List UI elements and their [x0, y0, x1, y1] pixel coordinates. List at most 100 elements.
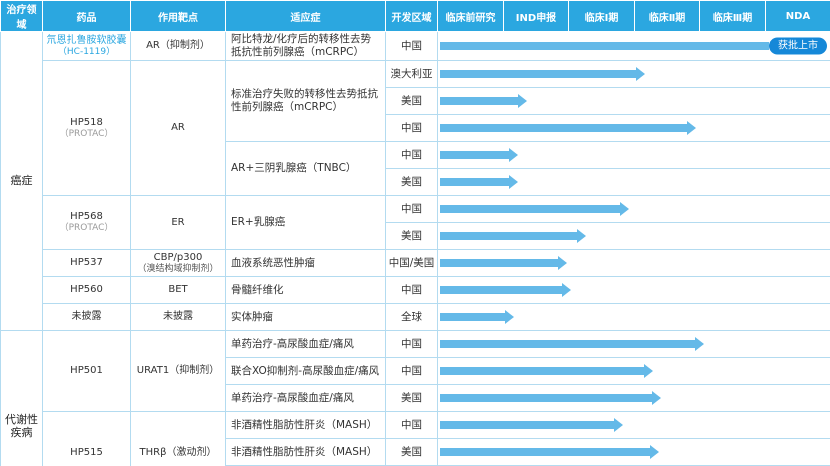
progress-arrow	[440, 364, 653, 379]
progress-arrow	[440, 337, 704, 352]
header-drug: 药品	[42, 0, 131, 32]
progress-arrow	[440, 229, 587, 244]
progress-arrow	[440, 310, 514, 325]
progress-arrow	[440, 67, 645, 82]
indication-cell: 骨髓纤维化	[225, 276, 386, 305]
stage-cell	[437, 357, 830, 386]
drug-cell: HP515	[42, 411, 131, 466]
indication-cell: 阿比特龙/化疗后的转移性去势抵抗性前列腺癌（mCRPC）	[225, 30, 386, 62]
indication-cell: 非酒精性脂肪性肝炎（MASH）	[225, 438, 386, 466]
region-cell: 美国	[385, 384, 438, 413]
progress-arrow	[440, 94, 528, 109]
region-cell: 中国	[385, 330, 438, 359]
region-cell: 澳大利亚	[385, 60, 438, 89]
drug-cell: HP560	[42, 276, 131, 305]
progress-arrow	[440, 121, 696, 136]
pipeline-row: 代谢性疾病 HP501 URAT1（抑制剂） 单药治疗-高尿酸血症/痛风 中国	[0, 330, 830, 466]
target-cell: ER	[130, 195, 226, 251]
drug-cell: HP568 （PROTAC）	[42, 195, 131, 251]
header-stage-preclinical: 临床前研究	[437, 0, 504, 32]
stage-cell	[437, 411, 830, 440]
header-stage-phase3: 临床Ⅲ期	[699, 0, 766, 32]
region-cell: 全球	[385, 303, 438, 332]
progress-arrow	[440, 418, 624, 433]
approved-badge: 获批上市	[769, 37, 827, 55]
drug-modality: （PROTAC）	[59, 223, 114, 234]
drug-cell: HP518 （PROTAC）	[42, 60, 131, 197]
drug-cell: HP537	[42, 249, 131, 278]
drug-cell: HP501	[42, 330, 131, 413]
region-cell: 中国/美国	[385, 249, 438, 278]
target-cell: AR	[130, 60, 226, 197]
indication-cell: 标准治疗失败的转移性去势抵抗性前列腺癌（mCRPC）	[225, 60, 386, 143]
pipeline-row: HP537 CBP/p300 （溴结构域抑制剂） 血液系统恶性肿瘤 中国/美国	[1, 249, 830, 278]
region-cell: 中国	[385, 141, 438, 170]
progress-arrow	[440, 256, 567, 271]
region-cell: 美国	[385, 168, 438, 197]
header-row: 治疗领域 药品 作用靶点 适应症 开发区域 临床前研究 IND申报 临床Ⅰ期 临…	[0, 0, 830, 32]
pipeline-row: HP568 （PROTAC） ER ER+乳腺癌 中国	[1, 195, 830, 251]
indication-cell: 联合XO抑制剂-高尿酸血症/痛风	[225, 357, 386, 386]
table-header: 治疗领域 药品 作用靶点 适应症 开发区域 临床前研究 IND申报 临床Ⅰ期 临…	[0, 0, 830, 32]
target-subtype: （溴结构域抑制剂）	[137, 264, 219, 275]
region-cell: 中国	[385, 195, 438, 224]
drug-cell: 未披露	[42, 303, 131, 332]
header-area: 治疗领域	[0, 0, 43, 32]
indication-cell: 实体肿瘤	[225, 303, 386, 332]
region-cell: 中国	[385, 357, 438, 386]
pipeline-row: HP560 BET 骨髓纤维化 中国	[1, 276, 830, 305]
indication-cell: AR+三阴乳腺癌（TNBC）	[225, 141, 386, 197]
progress-arrow	[440, 391, 661, 406]
stage-cell	[437, 330, 830, 359]
indication-cell: 单药治疗-高尿酸血症/痛风	[225, 384, 386, 413]
area-cell-cancer: 癌症	[0, 30, 43, 332]
target-cell: CBP/p300 （溴结构域抑制剂）	[130, 249, 226, 278]
region-cell: 美国	[385, 87, 438, 116]
pipeline-row: HP515 THRβ（激动剂） 非酒精性脂肪性肝炎（MASH） 中国	[1, 411, 830, 466]
stage-cell	[437, 276, 830, 305]
progress-arrow	[440, 283, 570, 298]
stage-cell	[437, 438, 830, 466]
pipeline-row: 美国	[1, 168, 830, 197]
header-region: 开发区域	[385, 0, 438, 32]
region-cell: 美国	[385, 438, 438, 466]
stage-cell	[437, 303, 830, 332]
indication-cell: 非酒精性脂肪性肝炎（MASH）	[225, 411, 386, 440]
target-cell: 未披露	[130, 303, 226, 332]
progress-arrow	[440, 202, 630, 217]
area-cell-metabolic: 代谢性疾病	[0, 330, 43, 466]
target-cell: THRβ（激动剂）	[130, 411, 226, 466]
target-cell: URAT1（抑制剂）	[130, 330, 226, 413]
stage-cell	[437, 87, 830, 116]
progress-arrow	[440, 445, 659, 460]
header-indication: 适应症	[225, 0, 386, 32]
region-cell: 中国	[385, 276, 438, 305]
pipeline-row: 美国	[1, 222, 830, 251]
pipeline-row: 单药治疗-高尿酸血症/痛风 美国	[1, 384, 830, 413]
stage-cell	[437, 141, 830, 170]
indication-cell: 单药治疗-高尿酸血症/痛风	[225, 330, 386, 359]
target-cell: BET	[130, 276, 226, 305]
header-stage-phase2: 临床Ⅱ期	[634, 0, 700, 32]
drug-name: 氘恩扎鲁胺软胶囊	[46, 34, 127, 46]
stage-cell	[437, 222, 830, 251]
header-stage-ind: IND申报	[503, 0, 569, 32]
region-cell: 美国	[385, 222, 438, 251]
progress-arrow	[440, 175, 518, 190]
indication-cell: 血液系统恶性肿瘤	[225, 249, 386, 278]
region-cell: 中国	[385, 114, 438, 143]
stage-cell	[437, 195, 830, 224]
header-stage-phase1: 临床Ⅰ期	[568, 0, 635, 32]
stage-cell	[437, 60, 830, 89]
region-cell: 中国	[385, 411, 438, 440]
drug-code: （HC-1119）	[57, 46, 116, 57]
pipeline-row: 联合XO抑制剂-高尿酸血症/痛风 中国	[1, 357, 830, 386]
target-cell: AR（抑制剂）	[130, 30, 226, 62]
header-stage-nda: NDA	[765, 0, 830, 32]
stage-cell: 获批上市	[437, 30, 830, 62]
header-target: 作用靶点	[130, 0, 226, 32]
pipeline-row: HP518 （PROTAC） AR 标准治疗失败的转移性去势抵抗性前列腺癌（mC…	[1, 60, 830, 197]
stage-cell	[437, 384, 830, 413]
pipeline-row: 中国	[1, 114, 830, 143]
